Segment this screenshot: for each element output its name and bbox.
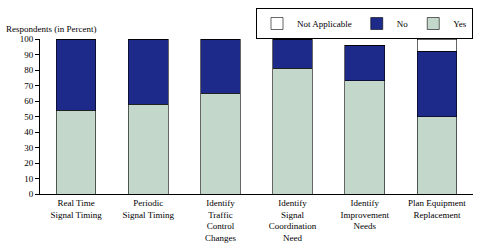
svg-text:90: 90 [24, 50, 34, 60]
svg-text:70: 70 [24, 81, 34, 91]
svg-text:0: 0 [29, 189, 34, 199]
svg-text:IdentifyTrafficControlChanges: IdentifyTrafficControlChanges [205, 198, 236, 243]
svg-text:Respondents (in Percent): Respondents (in Percent) [6, 24, 96, 34]
svg-text:IdentifySignalCoordinationNeed: IdentifySignalCoordinationNeed [269, 198, 317, 243]
svg-text:40: 40 [24, 127, 34, 137]
svg-text:60: 60 [24, 96, 34, 106]
svg-text:Real TimeSignal Timing: Real TimeSignal Timing [50, 198, 102, 220]
svg-text:Plan EquipmentReplacement: Plan EquipmentReplacement [408, 198, 466, 220]
svg-text:IdentifyImprovementNeeds: IdentifyImprovementNeeds [341, 198, 390, 231]
svg-text:100: 100 [20, 34, 34, 44]
svg-text:Not Applicable: Not Applicable [297, 19, 352, 29]
svg-text:Yes: Yes [453, 19, 467, 29]
svg-text:PeriodicSignal Timing: PeriodicSignal Timing [123, 198, 175, 220]
svg-text:20: 20 [24, 158, 34, 168]
svg-text:80: 80 [24, 65, 34, 75]
svg-text:50: 50 [24, 112, 34, 122]
svg-text:30: 30 [24, 143, 34, 153]
svg-text:10: 10 [24, 174, 34, 184]
svg-text:No: No [397, 19, 408, 29]
